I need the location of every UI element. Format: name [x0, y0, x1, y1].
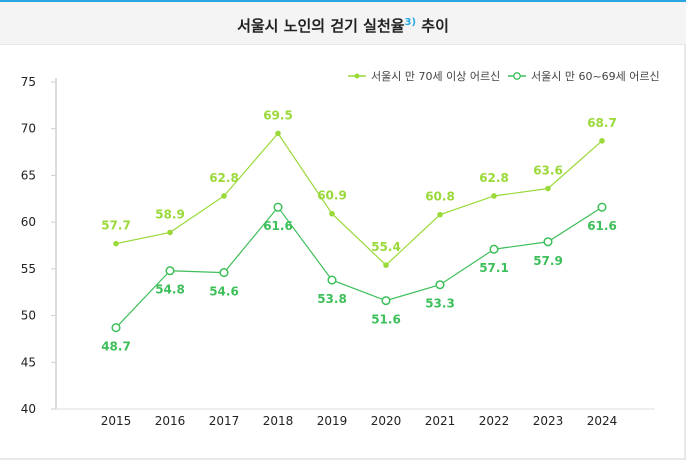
series-line: [115, 132, 603, 266]
x-tick-label: 2019: [317, 414, 348, 428]
title-suffix: 추이: [416, 17, 449, 35]
data-point: [489, 244, 499, 254]
top-accent-line: [0, 0, 686, 2]
data-label: 69.5: [263, 108, 293, 122]
data-label: 62.8: [479, 171, 509, 185]
y-tick-label: 70: [21, 122, 36, 136]
data-label: 53.8: [317, 292, 347, 306]
data-point: [383, 262, 389, 268]
title-text: 서울시 노인의 걷기 실천율: [237, 17, 405, 35]
x-tick-label: 2015: [101, 414, 132, 428]
data-point: [491, 193, 497, 199]
x-tick-label: 2016: [155, 414, 186, 428]
series-line: [115, 206, 603, 329]
data-label: 54.8: [155, 283, 185, 297]
y-tick-label: 65: [21, 168, 36, 182]
data-point: [113, 240, 119, 247]
x-tick-label: 2022: [479, 414, 510, 428]
data-point: [435, 280, 445, 290]
data-point: [165, 266, 175, 276]
legend-marker: [513, 72, 521, 80]
y-tick-label: 55: [21, 262, 36, 276]
x-tick-label: 2024: [587, 414, 618, 428]
data-point: [545, 185, 551, 192]
x-tick-label: 2018: [263, 414, 294, 428]
data-point: [167, 229, 173, 236]
data-label: 53.3: [425, 297, 455, 311]
data-point: [327, 275, 337, 285]
data-label: 57.9: [533, 254, 563, 268]
data-label: 61.6: [263, 219, 293, 233]
x-tick-label: 2023: [533, 414, 564, 428]
data-point: [329, 210, 335, 217]
data-label: 60.9: [317, 189, 347, 203]
data-point: [275, 130, 281, 137]
data-label: 48.7: [101, 340, 131, 354]
data-label: 60.8: [425, 190, 455, 204]
legend-marker: [354, 73, 360, 79]
data-point: [221, 193, 227, 199]
data-point: [597, 202, 607, 212]
data-label: 57.1: [479, 261, 509, 275]
chart-title: 서울시 노인의 걷기 실천율3) 추이: [0, 2, 686, 45]
legend-label: 서울시 만 70세 이상 어르신: [371, 70, 500, 83]
chart-frame: [0, 45, 686, 460]
data-point: [219, 268, 229, 278]
data-label: 62.8: [209, 171, 239, 185]
data-point: [111, 323, 121, 333]
y-tick-label: 40: [21, 402, 36, 416]
data-label: 51.6: [371, 313, 401, 327]
data-point: [543, 237, 553, 247]
data-label: 58.9: [155, 207, 185, 221]
legend-label: 서울시 만 60~69세 어르신: [531, 70, 660, 83]
x-tick-label: 2021: [425, 414, 456, 428]
y-tick-label: 45: [21, 355, 36, 369]
y-tick-label: 75: [21, 75, 36, 89]
title-footnote: 3): [404, 17, 417, 28]
x-tick-label: 2017: [209, 414, 240, 428]
data-point: [273, 202, 283, 212]
data-label: 63.6: [533, 164, 563, 178]
data-point: [599, 138, 605, 144]
y-tick-label: 60: [21, 215, 36, 229]
data-label: 55.4: [371, 240, 401, 254]
data-label: 54.6: [209, 285, 239, 299]
data-label: 57.7: [101, 219, 131, 233]
y-tick-label: 50: [21, 309, 36, 323]
data-label: 68.7: [587, 116, 617, 130]
data-point: [381, 296, 391, 306]
data-point: [437, 211, 443, 218]
x-tick-label: 2020: [371, 414, 402, 428]
data-label: 61.6: [587, 219, 617, 233]
